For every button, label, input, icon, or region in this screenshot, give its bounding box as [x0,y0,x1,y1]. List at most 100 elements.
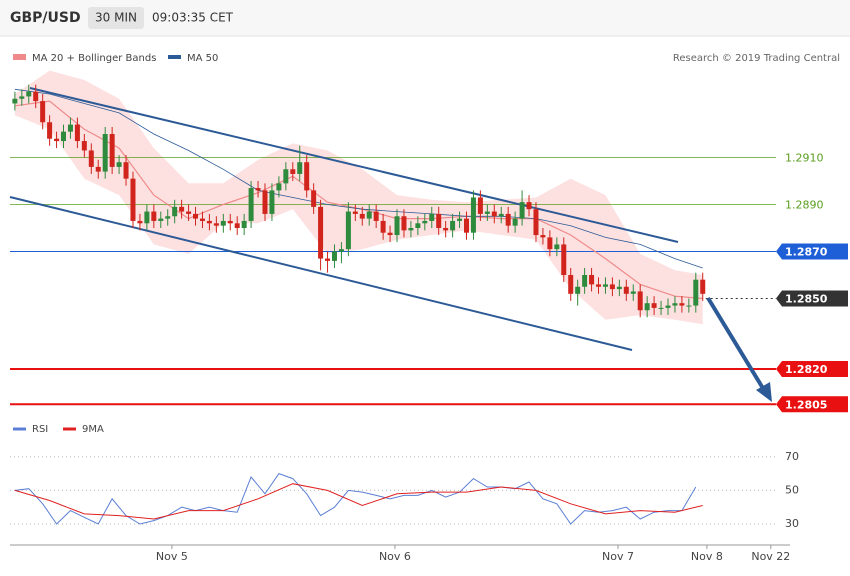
candle-body [137,220,143,224]
candle-body [318,206,324,259]
candle-body [158,218,164,221]
candle-body [547,237,553,250]
legend-label: MA 50 [187,53,218,64]
level-label: 1.2890 [785,199,824,212]
candle-body [540,235,546,238]
candle-body [429,213,435,221]
candle-body [311,190,317,207]
candle-body [269,190,275,214]
candle-body [179,206,185,212]
time: 09:03:35 CET [152,11,234,25]
x-tick-label: Nov 22 [751,550,790,563]
channel-lower [9,196,633,351]
candle-body [61,131,67,142]
candle-body [144,211,150,224]
candle-body [686,305,692,307]
candle-body [199,218,205,221]
candle-body [582,275,588,287]
candle-body [352,211,358,214]
symbol: GBP/USD [10,10,81,26]
candle-body [81,141,87,151]
candle-body [95,166,101,172]
candle-body [700,279,706,294]
candle-body [220,220,226,226]
candle-body [568,275,574,294]
candle-body [450,220,456,231]
candle-body [366,211,372,219]
candle-body [505,213,511,226]
candle-body [165,216,171,219]
candle-body [12,98,18,104]
candle-body [255,188,261,191]
rsi-line [14,472,697,525]
candle-body [102,134,108,172]
candle-body [394,216,400,236]
candle-body [408,228,414,231]
candle-body [338,249,344,252]
candle-body [88,150,94,167]
candle-body [206,220,212,224]
candle-body [227,220,233,224]
candle-body [186,211,192,214]
credit: Research © 2019 Trading Central [673,53,840,64]
candle-body [116,162,122,167]
candle-body [276,183,282,191]
candle-body [67,124,73,132]
candle-body [297,162,303,174]
candle-body [262,190,268,214]
back-layer [10,70,776,406]
candle-body [193,213,199,219]
candle-body [512,218,518,226]
level-label-box [776,396,848,413]
candle-body [526,202,532,210]
candle-body [325,258,331,261]
level-label: 1.2910 [785,152,824,165]
channel-upper [29,87,679,243]
legend-swatch [13,54,26,60]
candle-body [331,251,337,261]
interval-box [88,7,144,29]
candle-body [596,284,602,287]
candle-body [589,275,595,285]
candle-body [533,209,539,236]
legend-label: 9MA [82,424,104,435]
candle-body [519,202,525,219]
candle-body [463,218,469,233]
candle-body [477,197,483,214]
candle-body [665,305,671,308]
candle-body [561,244,567,275]
candle-body [658,307,664,309]
candle-body [609,284,615,290]
level-label-box [776,361,848,377]
candle-body [172,206,178,217]
candle-body [443,228,449,231]
bollinger-band [14,70,703,325]
x-tick-label: Nov 7 [602,550,634,563]
candle-body [380,220,386,233]
candle-body [241,220,247,228]
legend-swatch [168,55,181,59]
legend-label: RSI [32,424,48,435]
x-tick-label: Nov 6 [379,550,411,563]
candle-body [602,284,608,287]
front-layer: 1.2910 1.2890 1.2870 1.2850 1.2820 1.2805 30 50… [10,84,848,563]
candle-body [74,124,80,142]
candle-body [248,188,254,221]
candle-body [19,96,25,99]
candle-body [359,213,365,219]
candle-body [498,213,504,217]
candle-body [387,232,393,236]
candle-body [415,223,421,228]
candle-body [554,244,560,250]
x-tick-label: Nov 8 [691,550,723,563]
level-label: 1.2805 [785,398,827,411]
candle-body [283,169,289,184]
candle-body [345,211,351,250]
y-tick-label: 70 [785,450,799,463]
candle-body [470,197,476,233]
candle-body [123,162,129,179]
candle-body [109,134,115,167]
arrow-shaft [706,296,766,392]
level-label-box [776,290,848,307]
candle-body [637,291,643,311]
